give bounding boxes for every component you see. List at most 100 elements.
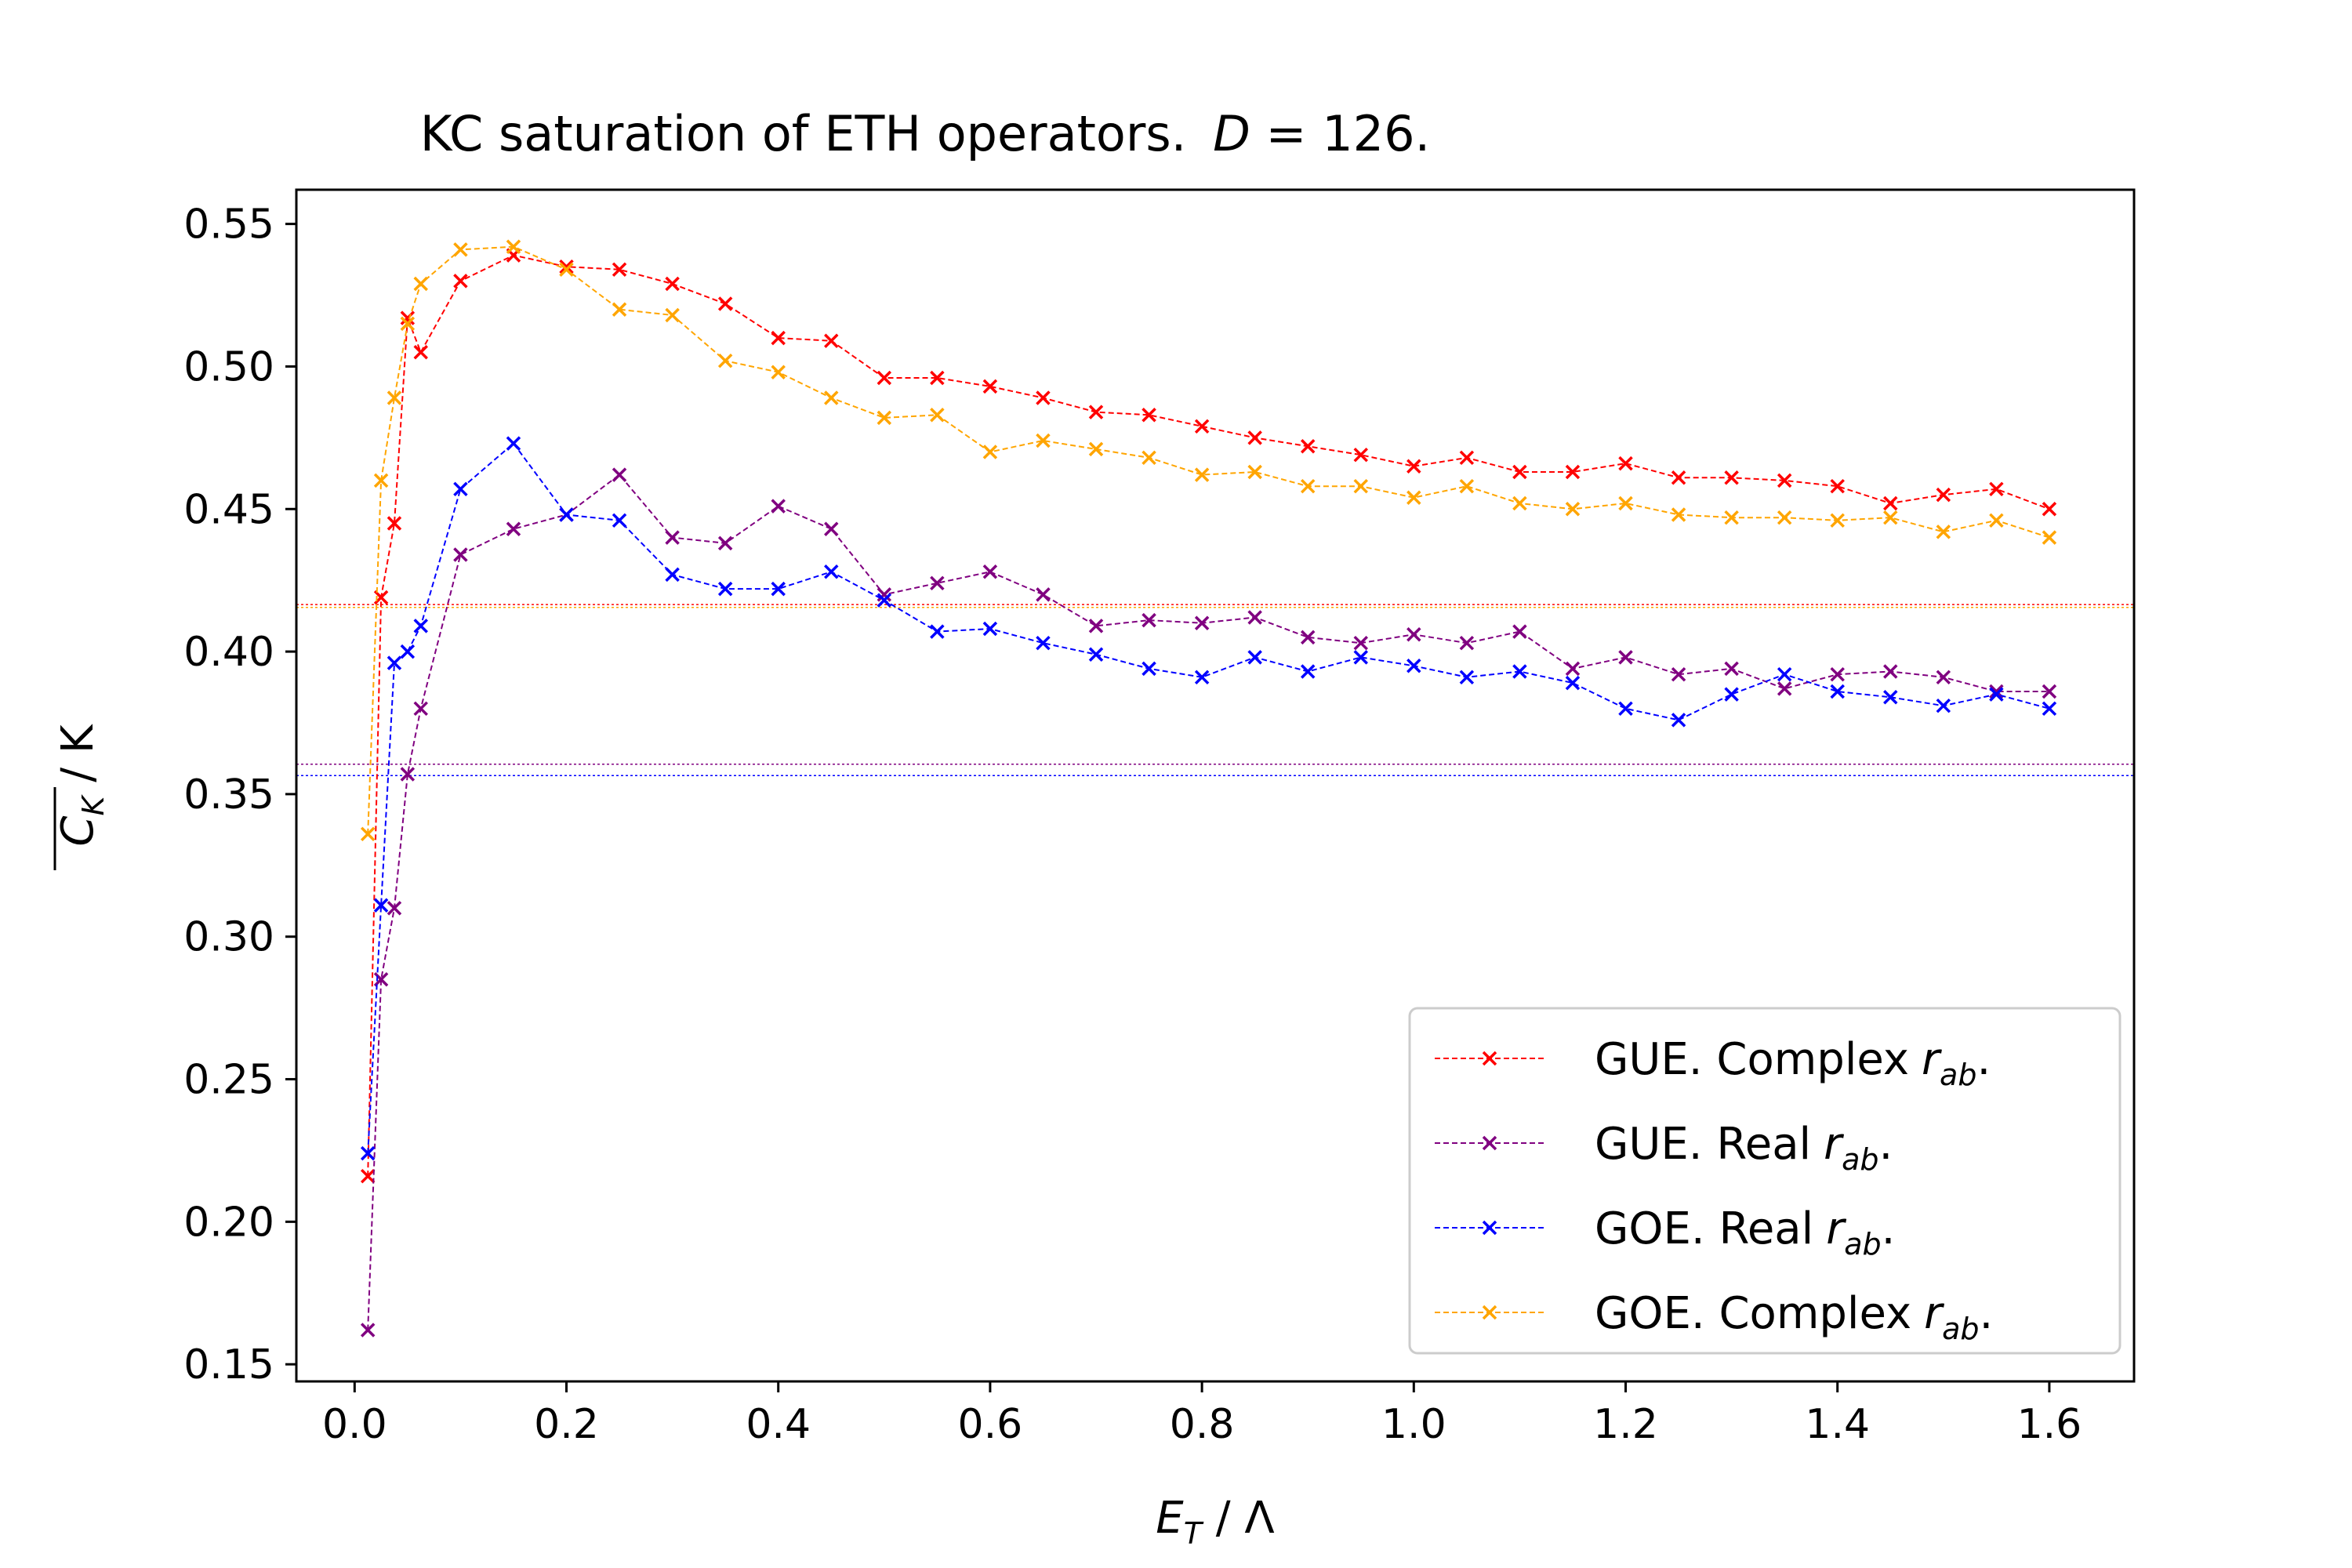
data-point bbox=[1142, 408, 1156, 423]
data-point bbox=[400, 644, 416, 659]
data-point bbox=[387, 901, 402, 916]
data-point bbox=[387, 390, 402, 405]
data-point bbox=[413, 345, 428, 360]
x-tick-label: 0.0 bbox=[322, 1401, 387, 1448]
data-point bbox=[2042, 502, 2057, 517]
data-point bbox=[1830, 513, 1845, 528]
data-point bbox=[1830, 666, 1845, 682]
data-point bbox=[771, 499, 786, 514]
data-point bbox=[1830, 684, 1845, 699]
data-point bbox=[1406, 490, 1421, 505]
data-point bbox=[506, 436, 521, 451]
legend-entry-0: GUE. Complex rab. bbox=[1435, 1034, 1991, 1092]
y-axis-label: CK / K bbox=[53, 724, 111, 870]
data-point bbox=[1989, 513, 2004, 528]
data-point bbox=[1300, 478, 1316, 494]
legend-entry-2: GOE. Real rab. bbox=[1435, 1203, 1895, 1261]
data-point bbox=[930, 624, 945, 639]
data-point bbox=[360, 1145, 376, 1161]
y-tick-label: 0.20 bbox=[183, 1199, 274, 1246]
data-point bbox=[1088, 619, 1104, 633]
data-point bbox=[1618, 650, 1633, 665]
data-point bbox=[771, 330, 786, 346]
data-point bbox=[1724, 661, 1739, 677]
x-tick-label: 1.2 bbox=[1593, 1401, 1658, 1448]
data-point bbox=[1194, 615, 1210, 630]
data-point bbox=[1036, 390, 1051, 405]
data-point bbox=[1565, 502, 1581, 517]
series-line-2 bbox=[367, 442, 2050, 1154]
data-point bbox=[1936, 698, 1951, 713]
data-point bbox=[373, 473, 389, 488]
data-point bbox=[1989, 687, 2004, 702]
data-point bbox=[1883, 495, 1898, 511]
data-point bbox=[1459, 450, 1475, 466]
data-point bbox=[824, 564, 839, 579]
legend-label: GOE. Complex rab. bbox=[1595, 1288, 1993, 1346]
y-tick-label: 0.50 bbox=[183, 343, 274, 390]
data-point bbox=[1142, 612, 1156, 628]
legend-label: GOE. Real rab. bbox=[1595, 1203, 1895, 1261]
data-point bbox=[1300, 630, 1316, 645]
series-1 bbox=[360, 467, 2057, 1338]
legend-marker bbox=[1482, 1051, 1497, 1066]
data-point bbox=[1512, 464, 1527, 480]
data-point bbox=[1353, 650, 1368, 665]
data-point bbox=[665, 307, 680, 323]
data-point bbox=[717, 581, 733, 597]
data-point bbox=[506, 239, 521, 254]
data-point bbox=[453, 242, 468, 257]
svg-text:CK / K: CK / K bbox=[53, 724, 111, 847]
data-point bbox=[1724, 470, 1739, 485]
plot-area bbox=[296, 239, 2134, 1338]
data-point bbox=[413, 619, 428, 633]
data-point bbox=[387, 655, 402, 670]
data-point bbox=[824, 333, 839, 348]
data-point bbox=[387, 516, 402, 531]
data-point bbox=[717, 296, 733, 311]
data-point bbox=[771, 581, 786, 597]
data-point bbox=[413, 701, 428, 717]
data-point bbox=[506, 521, 521, 536]
data-point bbox=[1777, 666, 1792, 682]
legend: GUE. Complex rab. GUE. Real rab. GOE. Real ra… bbox=[1408, 1007, 2122, 1355]
data-point bbox=[1830, 478, 1845, 494]
data-point bbox=[413, 276, 428, 292]
data-point bbox=[1724, 687, 1739, 702]
data-point bbox=[1459, 635, 1475, 651]
data-point bbox=[1777, 510, 1792, 525]
data-point bbox=[1777, 681, 1792, 696]
data-point bbox=[559, 262, 574, 278]
data-point bbox=[2042, 701, 2057, 717]
data-point bbox=[982, 379, 998, 394]
data-point bbox=[1142, 661, 1156, 677]
x-tick-label: 0.2 bbox=[534, 1401, 599, 1448]
data-point bbox=[1406, 627, 1421, 642]
data-point bbox=[453, 547, 468, 562]
data-point bbox=[1936, 487, 1951, 503]
x-tick-label: 1.6 bbox=[2017, 1401, 2082, 1448]
data-point bbox=[2042, 530, 2057, 545]
legend-marker bbox=[1482, 1135, 1497, 1151]
data-point bbox=[982, 445, 998, 459]
data-point bbox=[1247, 464, 1262, 480]
y-tick-label: 0.15 bbox=[183, 1341, 274, 1388]
y-tick-label: 0.45 bbox=[183, 486, 274, 533]
data-point bbox=[1883, 690, 1898, 705]
axes-ticks: 0.0 0.2 0.4 0.6 0.8 1.0 1.2 1.4 1.6 0.15 0.20 0.25 0… bbox=[183, 201, 2082, 1448]
data-point bbox=[1088, 647, 1104, 662]
data-point bbox=[877, 370, 892, 386]
data-point bbox=[665, 276, 680, 292]
data-point bbox=[1565, 675, 1581, 691]
data-point bbox=[1671, 507, 1686, 522]
data-point bbox=[1142, 450, 1156, 466]
data-point bbox=[1989, 481, 2004, 497]
data-point bbox=[360, 826, 376, 842]
data-point bbox=[1459, 478, 1475, 494]
x-tick-label: 1.0 bbox=[1381, 1401, 1446, 1448]
data-point bbox=[877, 593, 892, 608]
data-point bbox=[982, 564, 998, 579]
data-point bbox=[1671, 713, 1686, 728]
data-point bbox=[1512, 495, 1527, 511]
data-point bbox=[1618, 495, 1633, 511]
